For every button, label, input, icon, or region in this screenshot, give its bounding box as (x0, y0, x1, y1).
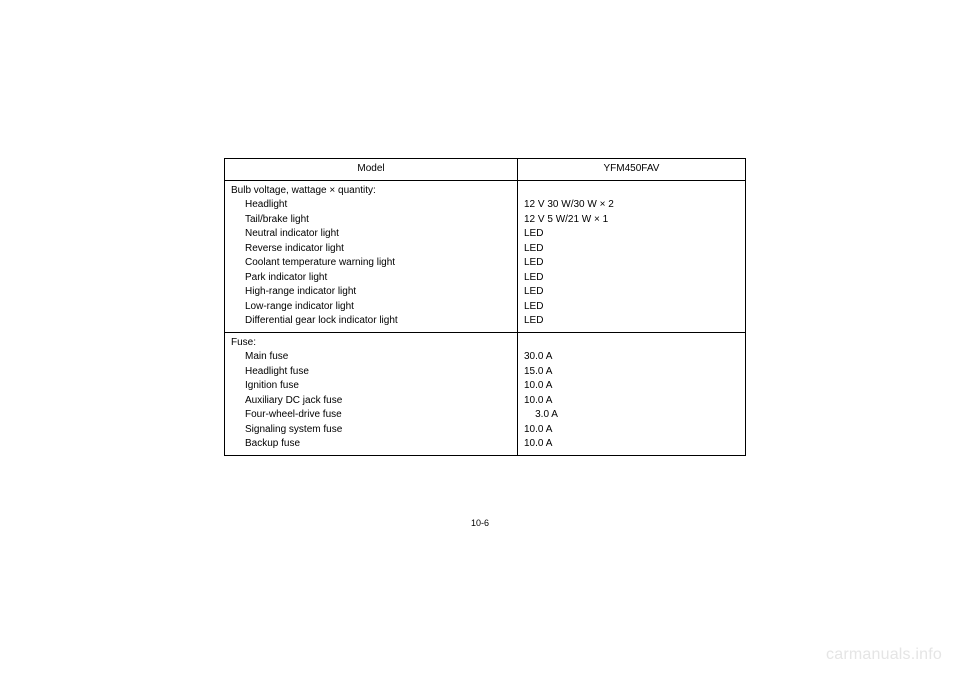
spec-value: 15.0 A (524, 365, 739, 380)
spec-label: Ignition fuse (231, 379, 511, 394)
header-model-label: Model (225, 159, 518, 180)
spec-value: LED (524, 256, 739, 271)
spec-value: 10.0 A (524, 379, 739, 394)
spec-label: High-range indicator light (231, 285, 511, 300)
spec-label: Auxiliary DC jack fuse (231, 394, 511, 409)
spec-label: Tail/brake light (231, 213, 511, 228)
section-bulb: Bulb voltage, wattage × quantity: Headli… (225, 181, 745, 332)
watermark: carmanuals.info (826, 646, 942, 664)
section-bulb-values: 12 V 30 W/30 W × 2 12 V 5 W/21 W × 1 LED… (518, 181, 745, 332)
spec-label: Park indicator light (231, 271, 511, 286)
spec-label: Backup fuse (231, 437, 511, 452)
table-header-row: Model YFM450FAV (225, 159, 745, 181)
section-fuse-values: 30.0 A 15.0 A 10.0 A 10.0 A 3.0 A 10.0 A… (518, 333, 745, 455)
spec-value: LED (524, 227, 739, 242)
spec-label: Coolant temperature warning light (231, 256, 511, 271)
spec-label: Reverse indicator light (231, 242, 511, 257)
spec-value: 3.0 A (524, 408, 739, 423)
spec-label: Differential gear lock indicator light (231, 314, 511, 329)
spec-value: LED (524, 314, 739, 329)
spec-table: Model YFM450FAV Bulb voltage, wattage × … (224, 158, 746, 456)
spec-value: LED (524, 285, 739, 300)
spec-value (524, 336, 739, 351)
header-model-value: YFM450FAV (518, 159, 745, 180)
spec-value: 10.0 A (524, 423, 739, 438)
section-title: Fuse: (231, 336, 511, 351)
spec-label: Main fuse (231, 350, 511, 365)
spec-label: Signaling system fuse (231, 423, 511, 438)
spec-value: 10.0 A (524, 437, 739, 452)
page-number: 10-6 (0, 518, 960, 528)
spec-label: Headlight fuse (231, 365, 511, 380)
spec-value: 12 V 5 W/21 W × 1 (524, 213, 739, 228)
spec-value (524, 184, 739, 199)
spec-value: 10.0 A (524, 394, 739, 409)
section-fuse: Fuse: Main fuse Headlight fuse Ignition … (225, 332, 745, 455)
manual-page: Model YFM450FAV Bulb voltage, wattage × … (0, 0, 960, 678)
section-bulb-labels: Bulb voltage, wattage × quantity: Headli… (225, 181, 518, 332)
spec-label: Headlight (231, 198, 511, 213)
spec-value: 12 V 30 W/30 W × 2 (524, 198, 739, 213)
spec-value: LED (524, 242, 739, 257)
spec-value: LED (524, 271, 739, 286)
spec-value: LED (524, 300, 739, 315)
spec-label: Neutral indicator light (231, 227, 511, 242)
section-title: Bulb voltage, wattage × quantity: (231, 184, 511, 199)
spec-label: Low-range indicator light (231, 300, 511, 315)
spec-value: 30.0 A (524, 350, 739, 365)
section-fuse-labels: Fuse: Main fuse Headlight fuse Ignition … (225, 333, 518, 455)
spec-label: Four-wheel-drive fuse (231, 408, 511, 423)
